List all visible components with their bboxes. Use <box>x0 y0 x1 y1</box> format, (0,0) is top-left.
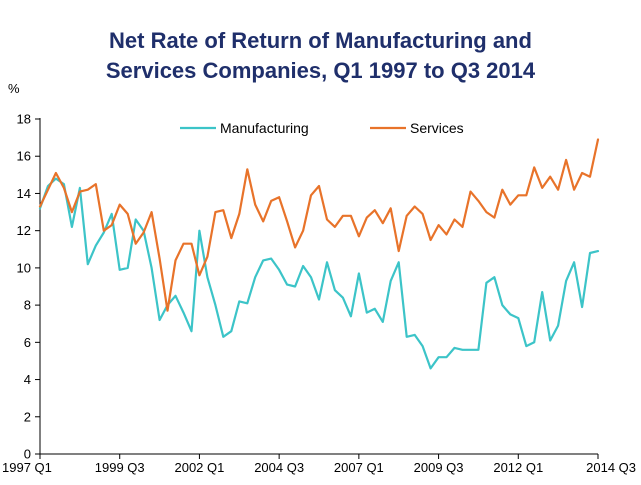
series-line-manufacturing <box>38 177 600 370</box>
chart-title-line-2: Services Companies, Q1 1997 to Q3 2014 <box>105 58 536 83</box>
y-tick-label: 14 <box>17 186 31 201</box>
x-tick-label: 2004 Q3 <box>254 460 304 475</box>
series-layer <box>38 138 600 370</box>
legend: Manufacturing Services <box>180 120 464 136</box>
y-tick-label: 6 <box>24 335 31 350</box>
y-tick-label: 18 <box>17 112 31 127</box>
y-tick-label: 12 <box>17 223 31 238</box>
y-axis: 0 2 4 6 8 10 12 14 16 18 <box>17 112 41 462</box>
chart-title: Net Rate of Return of Manufacturing and … <box>0 26 641 86</box>
y-tick-label: 2 <box>24 409 31 424</box>
y-tick-label: 10 <box>17 260 31 275</box>
x-axis: 1997 Q1 1999 Q3 2002 Q1 2004 Q3 2007 Q1 2009 … <box>2 453 636 475</box>
legend-label-manufacturing: Manufacturing <box>220 120 309 136</box>
chart-title-line-1: Net Rate of Return of Manufacturing and <box>109 28 532 53</box>
x-tick-label: 2002 Q1 <box>174 460 224 475</box>
y-tick-label: 4 <box>24 372 31 387</box>
x-tick-label: 2012 Q1 <box>493 460 543 475</box>
legend-label-services: Services <box>410 120 464 136</box>
x-tick-label: 1997 Q1 <box>2 460 52 475</box>
x-tick-label: 2007 Q1 <box>334 460 384 475</box>
y-tick-label: 8 <box>24 298 31 313</box>
y-axis-unit-label: % <box>8 81 20 96</box>
x-tick-label: 2014 Q3 <box>586 460 636 475</box>
y-tick-label: 16 <box>17 149 31 164</box>
series-line-services <box>38 138 600 312</box>
x-tick-label: 2009 Q3 <box>414 460 464 475</box>
x-tick-label: 1999 Q3 <box>95 460 145 475</box>
y-tick-label: 0 <box>24 447 31 462</box>
